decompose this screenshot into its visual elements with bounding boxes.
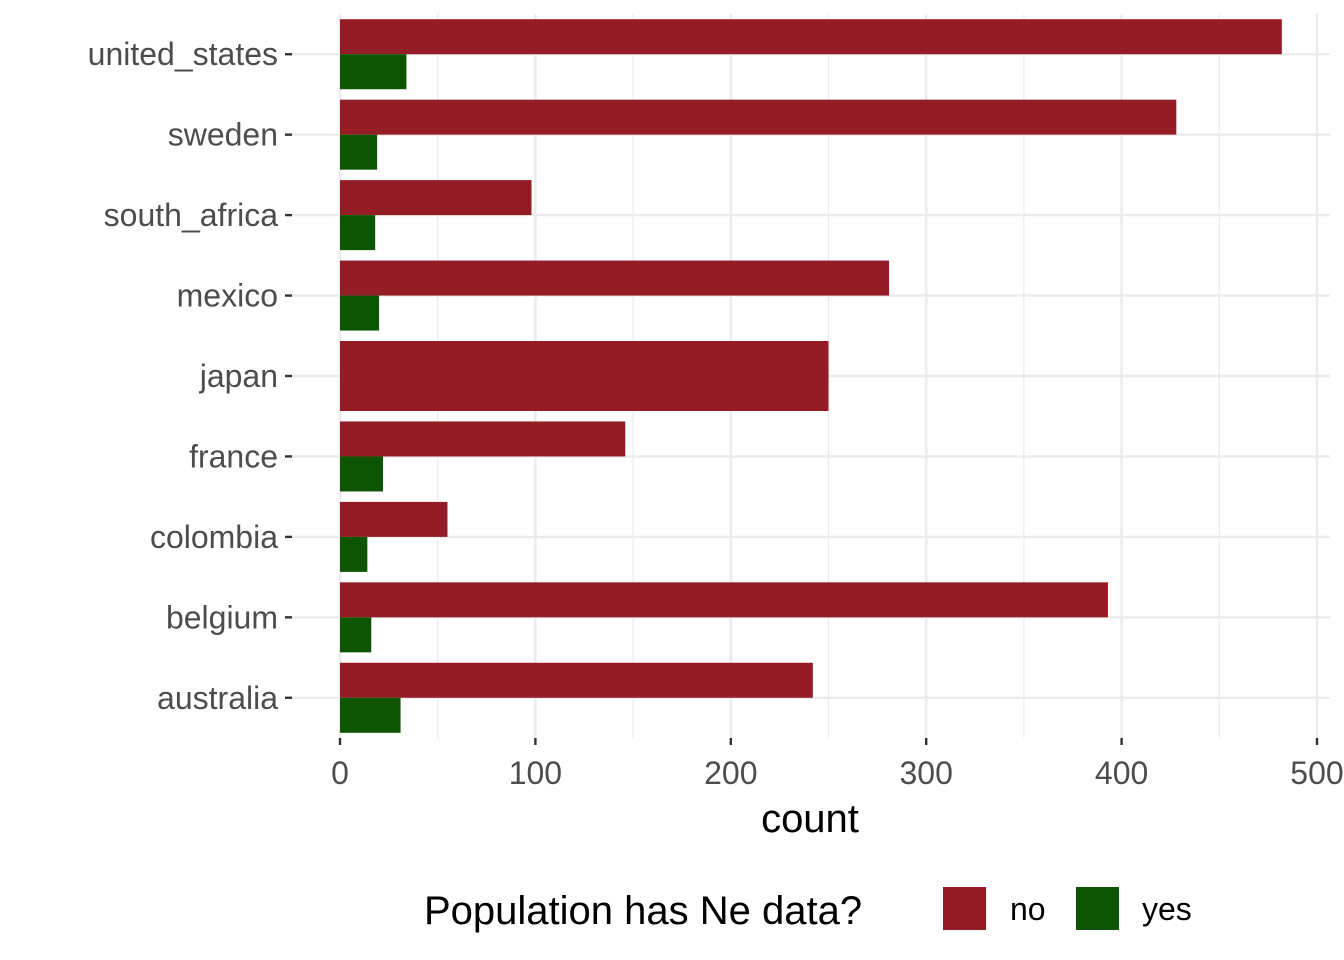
legend-label-no: no bbox=[1010, 891, 1046, 927]
legend-title: Population has Ne data? bbox=[424, 889, 862, 933]
bar-colombia-no bbox=[340, 501, 448, 537]
bar-japan-no bbox=[340, 341, 829, 411]
legend-key-yes bbox=[1076, 887, 1119, 930]
x-tick-label: 500 bbox=[1290, 755, 1343, 791]
x-tick-label: 200 bbox=[704, 755, 757, 791]
y-tick-label: colombia bbox=[150, 519, 278, 555]
bar-colombia-yes bbox=[340, 536, 368, 572]
x-tick-label: 400 bbox=[1095, 755, 1148, 791]
bar-australia-no bbox=[340, 662, 813, 698]
legend: Population has Ne data? no yes bbox=[424, 887, 1192, 933]
y-tick-label: france bbox=[189, 438, 278, 474]
bar-south_africa-yes bbox=[340, 215, 376, 251]
bar-sweden-yes bbox=[340, 134, 378, 170]
y-tick-label: mexico bbox=[177, 278, 278, 314]
bar-france-no bbox=[340, 421, 626, 457]
bar-mexico-no bbox=[340, 260, 890, 296]
bar-sweden-no bbox=[340, 99, 1177, 135]
legend-key-no bbox=[943, 887, 986, 930]
y-tick-label: belgium bbox=[166, 599, 278, 635]
bar-belgium-yes bbox=[340, 617, 372, 653]
bar-united_states-yes bbox=[340, 54, 407, 90]
bar-south_africa-no bbox=[340, 180, 532, 216]
bar-united_states-no bbox=[340, 19, 1282, 55]
bar-belgium-no bbox=[340, 582, 1108, 618]
bar-mexico-yes bbox=[340, 295, 380, 331]
y-tick-label: united_states bbox=[88, 36, 278, 72]
x-axis: 0 100 200 300 400 500 bbox=[331, 738, 1344, 791]
x-tick-label: 100 bbox=[509, 755, 562, 791]
x-tick-label: 0 bbox=[331, 755, 349, 791]
y-tick-label: australia bbox=[157, 680, 278, 716]
bar-france-yes bbox=[340, 456, 383, 492]
legend-label-yes: yes bbox=[1142, 891, 1192, 927]
y-tick-label: south_africa bbox=[104, 197, 279, 233]
x-tick-label: 300 bbox=[900, 755, 953, 791]
y-tick-label: sweden bbox=[168, 117, 278, 153]
bar-australia-yes bbox=[340, 697, 401, 733]
x-axis-title: count bbox=[761, 797, 859, 841]
y-tick-label: japan bbox=[199, 358, 278, 394]
bars bbox=[340, 19, 1282, 733]
